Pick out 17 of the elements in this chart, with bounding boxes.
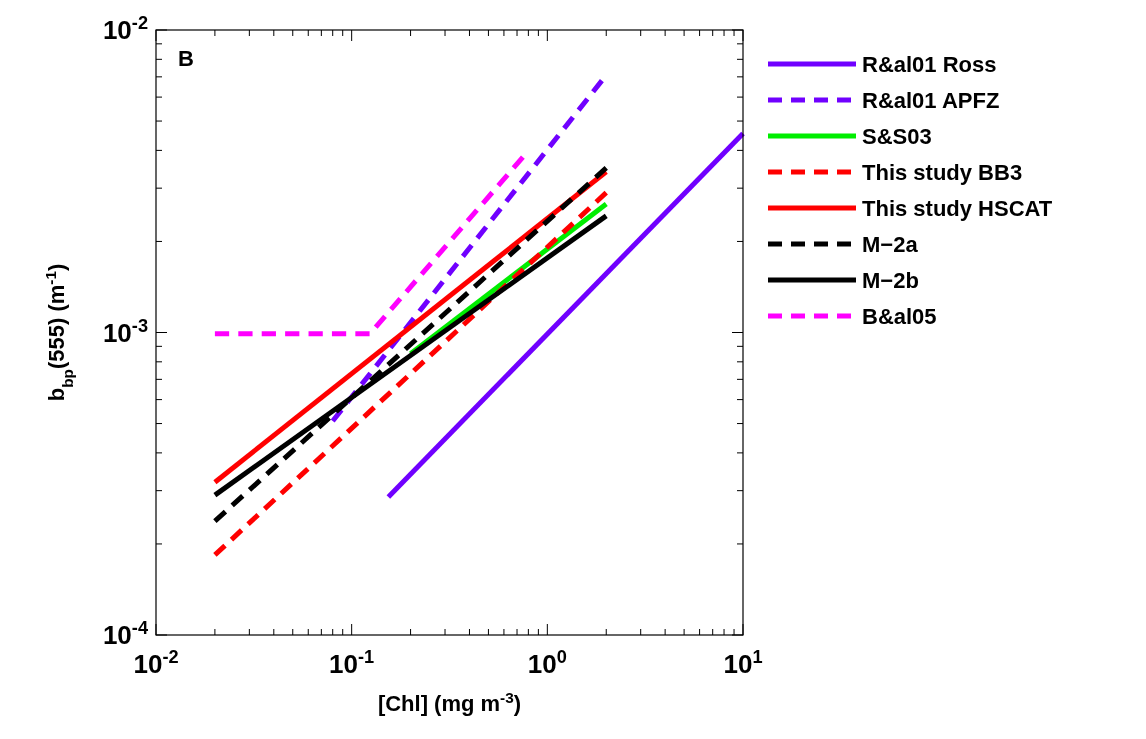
x-tick-label: 10$^{-2}$: [133, 647, 179, 679]
y-tick-label: 10$^{-4}$: [102, 618, 149, 650]
legend-label: S&S03: [862, 124, 932, 149]
x-axis-title: [Chl] (mg m$^{-3}$): [377, 688, 522, 716]
legend-label: This study BB3: [862, 160, 1023, 185]
legend-label: M−2b: [862, 268, 919, 293]
y-tick-label: 10$^{-3}$: [102, 315, 148, 348]
legend-label: This study HSCAT: [862, 196, 1053, 221]
legend-label: M−2a: [862, 232, 919, 257]
x-tick-label: 10$^{-1}$: [329, 647, 375, 679]
y-tick-label: 10$^{-2}$: [102, 13, 148, 45]
x-tick-label: 10$^{1}$: [723, 647, 763, 679]
legend-label: R&al01 APFZ: [862, 88, 1000, 113]
legend-label: R&al01 Ross: [862, 52, 997, 77]
annotation: B: [178, 46, 194, 71]
x-tick-label: 10$^{0}$: [527, 647, 567, 679]
legend-label: B&al05: [862, 304, 937, 329]
